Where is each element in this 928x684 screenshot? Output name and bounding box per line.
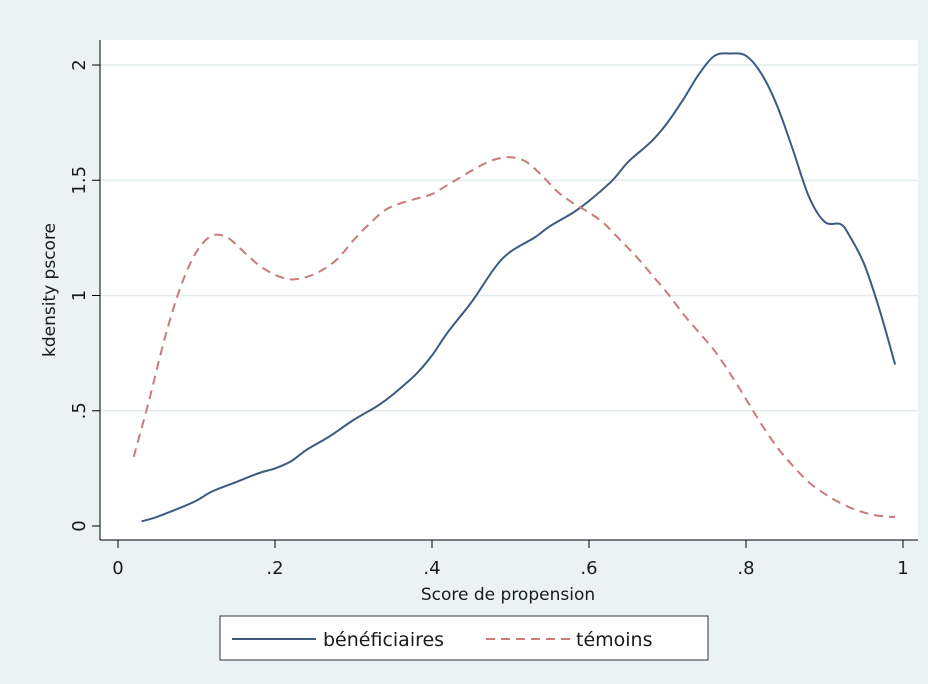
y-tick-label-4: 2 — [69, 59, 90, 70]
y-tick-label-3: 1.5 — [69, 166, 90, 195]
series-line-beneficiaires — [141, 52, 897, 523]
x-tick-label-3: .6 — [580, 558, 597, 579]
y-axis-title: kdensity pscore — [40, 223, 60, 357]
x-tick-label-0: 0 — [112, 558, 123, 579]
series-lines — [132, 52, 897, 523]
x-axis-ticks: 0 .2 .4 .6 .8 1 — [112, 540, 909, 579]
plot-area — [100, 40, 918, 540]
y-tick-label-2: 1 — [69, 290, 90, 301]
y-axis-ticks: 0 .5 1 1.5 2 — [69, 59, 100, 532]
x-tick-label-4: .8 — [737, 558, 754, 579]
x-axis-title: Score de propension — [421, 585, 595, 605]
y-tick-label-0: 0 — [69, 520, 90, 531]
legend: bénéficiaires témoins — [219, 615, 709, 661]
legend-label-beneficiaires: bénéficiaires — [323, 629, 444, 651]
x-tick-label-1: .2 — [266, 558, 283, 579]
x-tick-label-5: 1 — [897, 558, 908, 579]
x-tick-label-2: .4 — [423, 558, 440, 579]
legend-label-temoins: témoins — [576, 629, 653, 651]
gridlines — [100, 64, 918, 412]
y-tick-label-1: .5 — [69, 402, 90, 419]
